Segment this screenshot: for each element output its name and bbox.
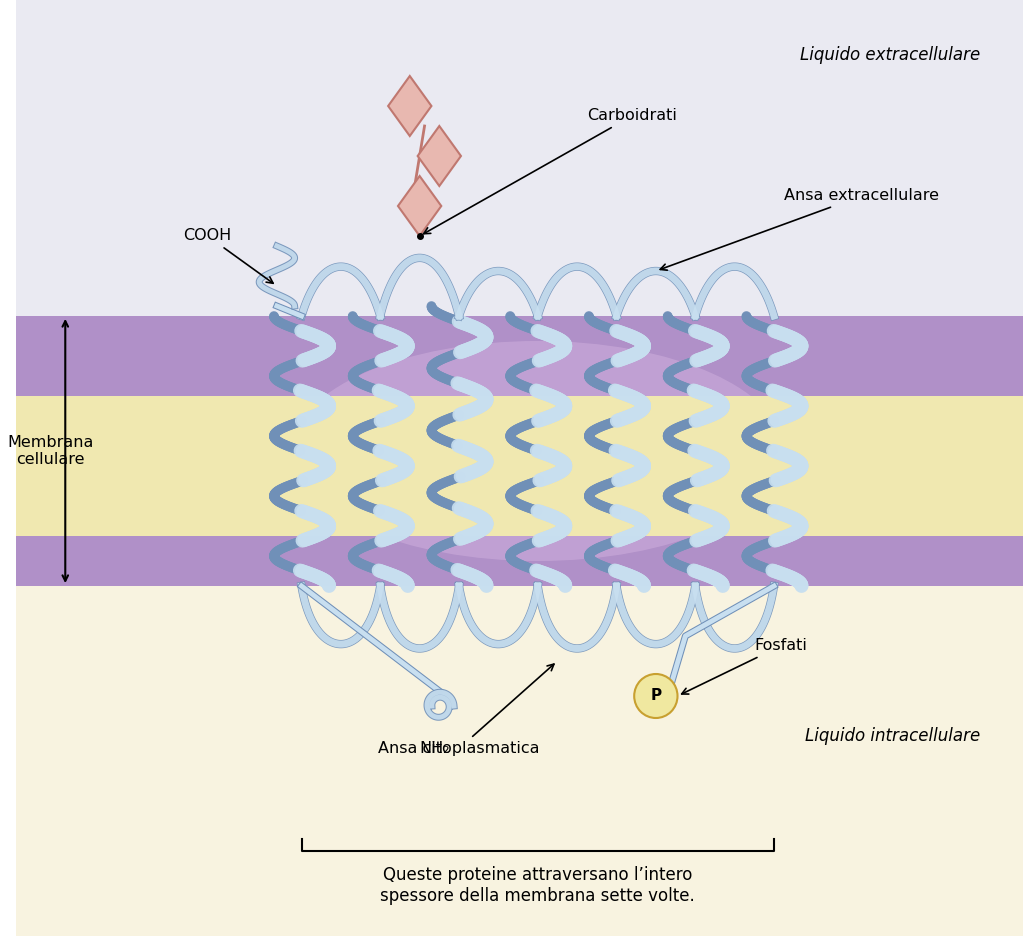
Text: Queste proteine attraversano l’intero
spessore della membrana sette volte.: Queste proteine attraversano l’intero sp… xyxy=(381,866,695,905)
Text: NH₂: NH₂ xyxy=(419,741,450,756)
FancyBboxPatch shape xyxy=(16,316,1023,396)
FancyBboxPatch shape xyxy=(16,536,1023,586)
FancyBboxPatch shape xyxy=(16,0,1023,356)
Text: Membrana
cellulare: Membrana cellulare xyxy=(7,435,94,467)
Circle shape xyxy=(634,674,677,718)
Text: Liquido extracellulare: Liquido extracellulare xyxy=(800,46,981,64)
FancyBboxPatch shape xyxy=(232,396,803,536)
Text: Ansa extracellulare: Ansa extracellulare xyxy=(660,188,939,271)
FancyBboxPatch shape xyxy=(16,396,1023,536)
Text: COOH: COOH xyxy=(183,228,273,284)
Polygon shape xyxy=(388,76,432,136)
Text: Liquido intracellulare: Liquido intracellulare xyxy=(805,727,981,745)
Text: Ansa citoplasmatica: Ansa citoplasmatica xyxy=(379,664,554,756)
Polygon shape xyxy=(417,126,461,186)
Text: Fosfati: Fosfati xyxy=(681,638,807,695)
Text: P: P xyxy=(651,689,662,704)
Ellipse shape xyxy=(292,341,784,561)
FancyBboxPatch shape xyxy=(16,356,1023,936)
Text: Carboidrati: Carboidrati xyxy=(424,109,677,234)
Polygon shape xyxy=(398,176,441,236)
